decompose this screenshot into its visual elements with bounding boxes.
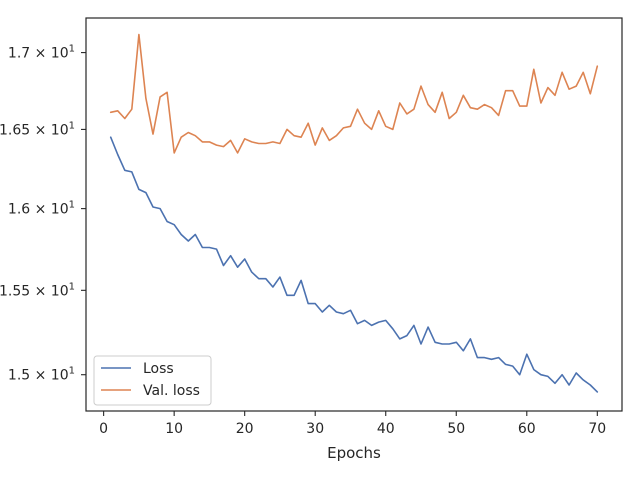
legend-label-val-loss: Val. loss bbox=[143, 383, 200, 399]
x-tick-label: 0 bbox=[99, 421, 108, 437]
x-tick-label: 10 bbox=[165, 421, 183, 437]
x-axis-title: Epochs bbox=[327, 444, 381, 462]
x-tick-label: 50 bbox=[447, 421, 465, 437]
y-tick-label: 1.7 × 101 bbox=[8, 44, 75, 62]
y-tick-label: 1.5 × 101 bbox=[8, 366, 75, 384]
series-line-val-loss bbox=[109, 33, 599, 154]
y-tick-label: 1.65 × 101 bbox=[0, 120, 75, 138]
y-tick-label: 1.6 × 101 bbox=[8, 200, 75, 218]
x-tick-label: 30 bbox=[306, 421, 324, 437]
x-tick-label: 60 bbox=[518, 421, 536, 437]
x-tick-label: 70 bbox=[588, 421, 606, 437]
legend-label-loss: Loss bbox=[143, 361, 174, 377]
plot-area bbox=[109, 33, 599, 393]
legend: Loss Val. loss bbox=[93, 355, 212, 406]
axes-frame bbox=[85, 17, 623, 412]
x-tick-label: 20 bbox=[236, 421, 254, 437]
y-axis: 1.5 × 101 1.55 × 101 1.6 × 101 1.65 × 101 1.… bbox=[0, 44, 86, 384]
y-tick-label: 1.55 × 101 bbox=[0, 281, 75, 299]
x-axis: 0 10 20 30 40 50 60 70 bbox=[99, 411, 606, 437]
x-tick-label: 40 bbox=[377, 421, 395, 437]
series-line-loss bbox=[109, 136, 599, 393]
